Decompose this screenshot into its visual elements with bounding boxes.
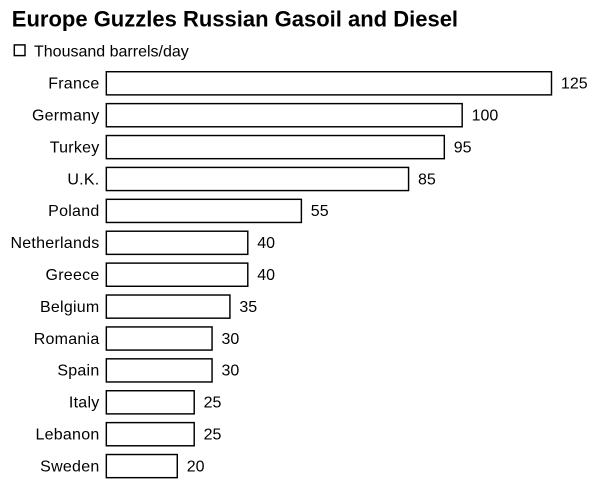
- svg-text:85: 85: [418, 171, 436, 188]
- svg-text:30: 30: [221, 331, 239, 348]
- svg-text:100: 100: [472, 108, 499, 125]
- svg-text:40: 40: [257, 235, 275, 252]
- svg-text:Italy: Italy: [69, 395, 100, 412]
- svg-text:25: 25: [204, 395, 222, 412]
- svg-text:Netherlands: Netherlands: [10, 235, 99, 252]
- svg-text:Greece: Greece: [46, 267, 100, 284]
- svg-text:Lebanon: Lebanon: [35, 427, 99, 444]
- svg-text:30: 30: [221, 363, 239, 380]
- svg-text:U.K.: U.K.: [67, 171, 99, 188]
- svg-text:Spain: Spain: [57, 363, 99, 380]
- svg-text:Germany: Germany: [32, 108, 100, 125]
- svg-text:Sweden: Sweden: [40, 458, 99, 475]
- svg-text:20: 20: [187, 458, 205, 475]
- svg-text:35: 35: [239, 299, 257, 316]
- svg-text:125: 125: [561, 76, 588, 93]
- svg-text:Poland: Poland: [48, 203, 99, 220]
- svg-text:95: 95: [454, 139, 472, 156]
- svg-text:Thousand barrels/day: Thousand barrels/day: [34, 43, 189, 60]
- svg-text:Belgium: Belgium: [40, 299, 100, 316]
- svg-text:Turkey: Turkey: [50, 139, 100, 156]
- svg-text:40: 40: [257, 267, 275, 284]
- svg-text:Europe Guzzles Russian Gasoil: Europe Guzzles Russian Gasoil and Diesel: [12, 7, 458, 32]
- svg-text:25: 25: [204, 427, 222, 444]
- svg-text:Romania: Romania: [34, 331, 100, 348]
- svg-text:55: 55: [311, 203, 329, 220]
- svg-text:France: France: [48, 76, 99, 93]
